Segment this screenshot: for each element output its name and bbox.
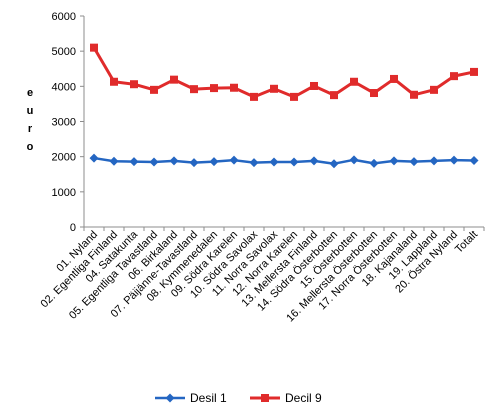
y-axis-label-letter: e	[27, 87, 33, 99]
data-point-diamond	[389, 156, 399, 166]
data-point-diamond	[329, 159, 339, 169]
data-point-square	[310, 81, 318, 90]
data-point-diamond	[249, 158, 259, 168]
data-point-diamond	[89, 153, 99, 163]
data-point-diamond	[449, 155, 459, 165]
x-tick-label: Totalt	[453, 229, 480, 256]
y-axis-label-letter: u	[27, 105, 34, 117]
data-point-square	[370, 89, 378, 98]
data-point-diamond	[149, 157, 159, 167]
legend: Desil 1 Decil 9	[155, 391, 322, 405]
data-point-square	[190, 85, 198, 94]
data-point-diamond	[129, 157, 139, 167]
data-point-diamond	[269, 157, 279, 167]
legend-item-1: Desil 1	[155, 391, 227, 405]
axes	[83, 16, 484, 228]
data-point-square	[250, 92, 258, 101]
y-tick-label: 6000	[52, 11, 76, 23]
series-2	[90, 43, 478, 101]
data-point-diamond	[229, 155, 239, 165]
y-tick-label: 3000	[52, 117, 76, 129]
data-point-square	[390, 74, 398, 83]
data-point-diamond	[429, 156, 439, 166]
y-tick-label: 5000	[52, 46, 76, 58]
data-point-square	[130, 80, 138, 89]
data-point-diamond	[469, 156, 479, 166]
data-point-diamond	[169, 156, 179, 166]
data-point-diamond	[109, 156, 119, 166]
data-point-square	[450, 72, 458, 81]
data-point-square	[170, 75, 178, 84]
data-point-diamond	[349, 155, 359, 165]
y-tick-label: 0	[70, 222, 76, 234]
data-point-square	[350, 77, 358, 86]
data-point-square	[110, 77, 118, 86]
data-point-square	[270, 84, 278, 93]
data-point-diamond	[189, 158, 199, 168]
y-axis-ticks: 0 1000 2000 3000 4000 5000 6000	[52, 11, 84, 234]
data-point-diamond	[369, 158, 379, 168]
legend-marker-square	[261, 394, 269, 402]
data-point-square	[410, 90, 418, 99]
y-tick-label: 4000	[52, 81, 76, 93]
data-point-diamond	[409, 157, 419, 167]
data-point-square	[90, 43, 98, 52]
data-point-diamond	[309, 156, 319, 166]
data-point-diamond	[289, 157, 299, 167]
y-tick-label: 2000	[52, 152, 76, 164]
data-point-square	[210, 84, 218, 93]
data-point-square	[150, 85, 158, 94]
series-layer	[89, 43, 479, 169]
legend-marker-diamond	[165, 393, 175, 403]
data-point-square	[470, 67, 478, 76]
data-point-square	[290, 92, 298, 101]
legend-label: Decil 9	[285, 391, 322, 405]
data-point-square	[230, 83, 238, 92]
data-point-diamond	[209, 157, 219, 167]
data-point-square	[430, 85, 438, 94]
legend-label: Desil 1	[190, 391, 227, 405]
legend-item-2: Decil 9	[250, 391, 322, 405]
series-1	[89, 153, 479, 169]
y-tick-label: 1000	[52, 187, 76, 199]
y-axis-label-letter: r	[28, 123, 33, 135]
y-axis-label-letter: o	[27, 141, 34, 153]
data-point-square	[330, 91, 338, 100]
